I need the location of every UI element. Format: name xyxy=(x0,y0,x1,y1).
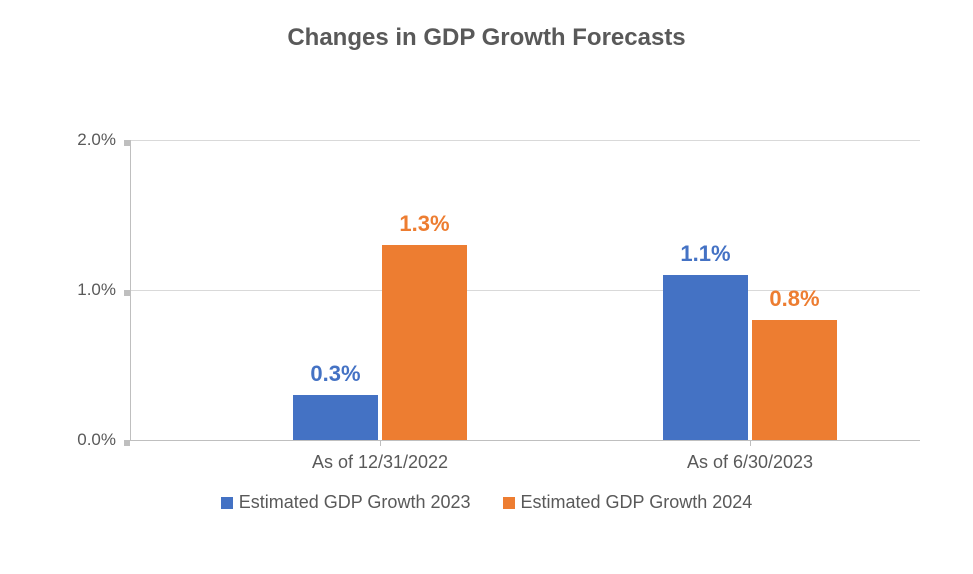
chart-container: Changes in GDP Growth Forecasts 0.3% 1.3% 1… xyxy=(0,0,973,574)
legend-label: Estimated GDP Growth 2024 xyxy=(521,492,753,513)
bar xyxy=(293,395,378,440)
data-label: 1.3% xyxy=(399,211,449,237)
legend: Estimated GDP Growth 2023 Estimated GDP G… xyxy=(0,492,973,514)
y-tick-label: 0.0% xyxy=(0,430,116,450)
legend-swatch xyxy=(503,497,515,509)
plot-area: 0.3% 1.3% 1.1% 0.8% xyxy=(130,140,920,440)
data-label: 0.8% xyxy=(769,286,819,312)
x-tick-mark xyxy=(750,440,751,446)
legend-swatch xyxy=(221,497,233,509)
legend-label: Estimated GDP Growth 2023 xyxy=(239,492,471,513)
y-tick-label: 1.0% xyxy=(0,280,116,300)
y-tick-label: 2.0% xyxy=(0,130,116,150)
category-label: As of 6/30/2023 xyxy=(620,452,880,473)
legend-item: Estimated GDP Growth 2023 xyxy=(221,492,471,513)
bar xyxy=(752,320,837,440)
chart-title: Changes in GDP Growth Forecasts xyxy=(0,24,973,52)
bar xyxy=(663,275,748,440)
data-label: 1.1% xyxy=(680,241,730,267)
gridline xyxy=(130,140,920,141)
legend-item: Estimated GDP Growth 2024 xyxy=(503,492,753,513)
category-label: As of 12/31/2022 xyxy=(250,452,510,473)
bar xyxy=(382,245,467,440)
x-tick-mark xyxy=(380,440,381,446)
y-axis xyxy=(130,140,131,440)
y-tick-mark xyxy=(124,440,130,446)
data-label: 0.3% xyxy=(310,361,360,387)
